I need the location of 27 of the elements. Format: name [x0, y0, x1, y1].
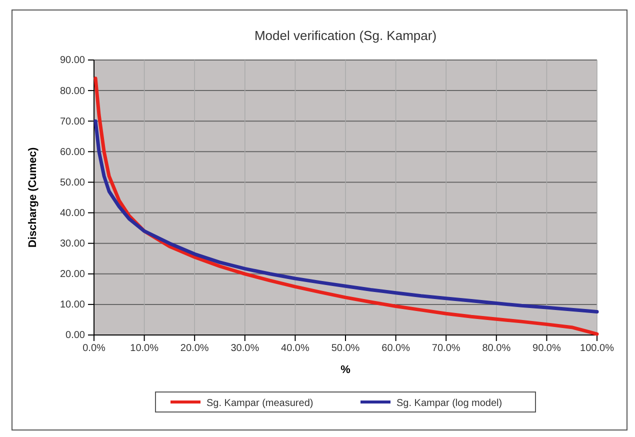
x-tick-label: 10.0% — [130, 343, 159, 354]
y-tick-label: 30.00 — [60, 238, 86, 250]
x-tick-label: 60.0% — [382, 343, 410, 354]
y-tick-label: 20.00 — [60, 269, 86, 280]
chart-title: Model verification (Sg. Kampar) — [254, 28, 437, 43]
y-tick-label: 60.00 — [60, 146, 86, 158]
y-tick-label: 70.00 — [60, 116, 86, 128]
x-tick-label: 100.0% — [580, 343, 614, 354]
x-tick-label: 80.0% — [482, 343, 511, 354]
y-tick-label: 40.00 — [60, 208, 86, 219]
x-axis-title: % — [340, 364, 351, 376]
x-tick-label: 50.0% — [331, 343, 360, 354]
y-tick-label: 80.00 — [60, 86, 86, 97]
x-tick-label: 30.0% — [230, 343, 260, 354]
y-tick-label: 50.00 — [60, 177, 86, 188]
y-axis-title: Discharge (Cumec) — [27, 147, 39, 248]
x-tick-label: 40.0% — [281, 343, 310, 354]
y-tick-label: 10.00 — [60, 300, 86, 311]
y-tick-label: 90.00 — [60, 55, 86, 66]
legend-label: Sg. Kampar (measured) — [206, 398, 314, 409]
x-tick-label: 90.0% — [532, 343, 561, 354]
x-tick-label: 70.0% — [432, 343, 460, 354]
x-tick-label: 0.0% — [82, 343, 106, 354]
y-tick-label: 0.00 — [66, 330, 86, 342]
x-tick-label: 20.0% — [180, 343, 209, 354]
line-series — [94, 119, 599, 314]
legend-label: Sg. Kampar (log model) — [396, 398, 502, 409]
